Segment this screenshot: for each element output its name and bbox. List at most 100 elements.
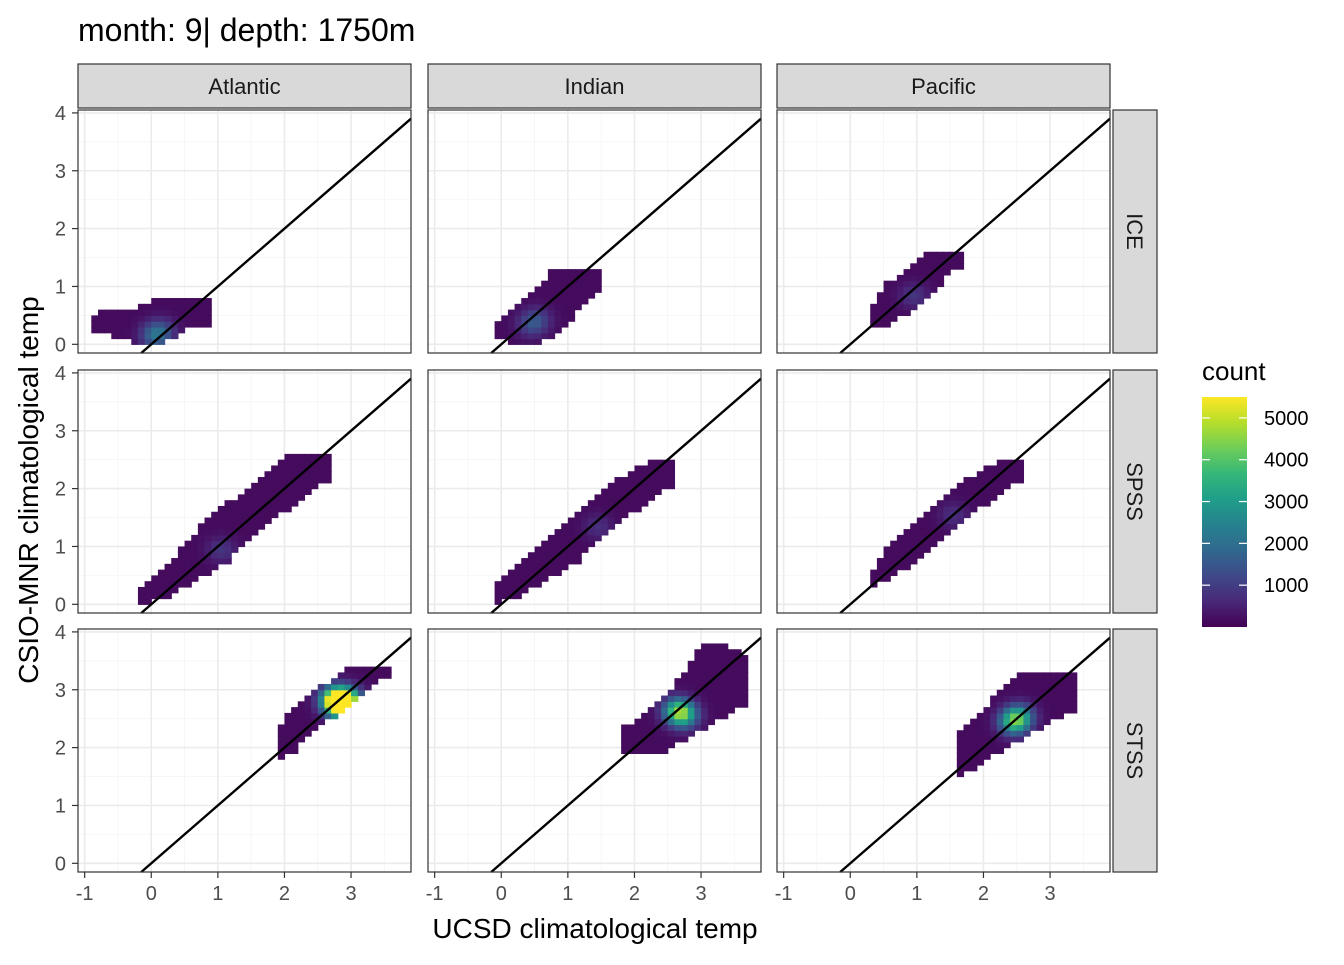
- density-bin: [870, 303, 878, 311]
- density-bin: [351, 678, 359, 685]
- one-to-one-line: [839, 377, 1111, 614]
- density-bin: [963, 764, 971, 772]
- density-bin: [654, 707, 662, 714]
- strip-atlantic: Atlantic: [77, 63, 412, 109]
- density-bin: [137, 321, 146, 328]
- density-bin: [707, 660, 715, 668]
- density-bin: [916, 517, 925, 524]
- density-bin: [574, 529, 582, 536]
- density-bin: [581, 523, 589, 530]
- panel-border: [776, 109, 1111, 354]
- density-bin: [661, 724, 669, 731]
- density-bin: [923, 523, 931, 530]
- density-bin: [741, 689, 749, 697]
- density-bin: [1010, 477, 1018, 484]
- density-bin: [1063, 701, 1071, 708]
- density-bin: [916, 269, 925, 276]
- density-bin: [741, 655, 749, 662]
- density-bin: [1010, 736, 1018, 743]
- density-bin: [734, 689, 742, 697]
- density-bin: [521, 309, 529, 316]
- density-bin: [601, 500, 609, 507]
- density-bin: [707, 695, 715, 702]
- axes: 0 1 2 3 4 0 1 2 3 4 0 1 2 3 4 -1 0 1 2 3 -1 0 1 2 3 -1 0 1 2 3: [55, 103, 1056, 905]
- density-bin: [561, 269, 569, 276]
- density-bin: [567, 309, 576, 316]
- density-bin: [1016, 477, 1025, 484]
- density-bin: [681, 712, 689, 720]
- density-bin: [191, 540, 199, 548]
- density-bin: [896, 274, 905, 282]
- density-bin: [534, 326, 542, 334]
- density-bin: [144, 338, 152, 345]
- density-bin: [521, 569, 529, 576]
- strip-stss: STSS: [1112, 628, 1158, 873]
- density-bin: [284, 488, 292, 495]
- density-bin: [936, 251, 945, 259]
- density-bin: [714, 683, 722, 691]
- density-bin: [923, 511, 931, 519]
- x-axis-title: UCSD climatological temp: [432, 913, 757, 944]
- density-bin: [541, 332, 549, 340]
- density-bin: [164, 581, 172, 588]
- density-bin: [527, 332, 536, 340]
- density-bin: [117, 309, 126, 316]
- density-bin: [534, 563, 542, 571]
- density-bin: [587, 274, 596, 282]
- density-bin: [601, 488, 609, 495]
- density-bin: [237, 494, 246, 501]
- density-bin: [217, 552, 226, 559]
- density-bin: [694, 695, 702, 702]
- density-bin: [990, 488, 998, 495]
- density-bin: [547, 269, 556, 276]
- density-bin: [324, 695, 332, 702]
- density-bin: [554, 280, 562, 288]
- density-bin: [983, 465, 991, 472]
- density-bin: [976, 724, 985, 731]
- density-bin: [494, 598, 502, 605]
- density-bin: [936, 500, 945, 507]
- strip-background: [776, 63, 1111, 109]
- density-bin: [191, 546, 199, 553]
- density-bin: [634, 471, 642, 478]
- density-bin: [701, 712, 709, 720]
- density-bin: [574, 280, 582, 288]
- density-bin: [541, 309, 549, 316]
- density-bin: [171, 298, 179, 305]
- density-bin: [707, 712, 715, 720]
- density-bin: [264, 494, 272, 501]
- density-bin: [970, 482, 978, 490]
- density-bin: [581, 511, 589, 519]
- density-bin: [936, 529, 945, 536]
- density-bin: [237, 500, 246, 507]
- density-bin: [317, 465, 326, 472]
- density-bin: [211, 529, 219, 536]
- density-bin: [627, 505, 636, 513]
- density-bin: [601, 505, 609, 513]
- panel-background: [428, 370, 761, 613]
- density-bin: [237, 540, 246, 548]
- density-bin: [534, 581, 542, 588]
- density-bin: [634, 500, 642, 507]
- density-bin: [1016, 736, 1025, 743]
- density-bin: [910, 540, 918, 548]
- density-bin: [956, 482, 965, 490]
- density-bin: [621, 477, 629, 484]
- density-bin: [337, 701, 345, 708]
- density-bin: [674, 683, 682, 691]
- density-bin: [277, 730, 286, 737]
- density-bin: [507, 321, 516, 328]
- x-tick-label: 3: [695, 883, 706, 905]
- legend-tick-label: 1000: [1264, 575, 1309, 597]
- density-bin: [117, 315, 126, 322]
- density-bin: [741, 701, 749, 708]
- density-bin: [581, 298, 589, 305]
- density-bin: [231, 523, 239, 530]
- density-bin: [727, 655, 735, 662]
- density-bin: [1010, 695, 1018, 702]
- density-bin: [647, 724, 656, 731]
- density-bin: [963, 482, 971, 490]
- density-bin: [1070, 695, 1078, 702]
- density-bin: [1043, 678, 1051, 685]
- density-bin: [514, 338, 522, 345]
